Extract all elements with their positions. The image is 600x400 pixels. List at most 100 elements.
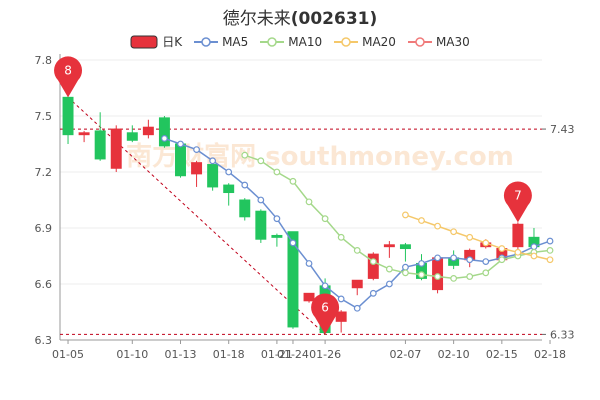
legend-label-ma30: MA30 <box>435 34 470 49</box>
candle-body <box>399 244 411 250</box>
x-tick-label: 01-26 <box>309 348 341 361</box>
ma10-point <box>369 258 377 266</box>
ma10-point <box>353 246 361 254</box>
candle <box>399 242 411 262</box>
ma5-point <box>257 196 265 204</box>
candle-body <box>207 164 219 188</box>
y-tick-label: 6.9 <box>35 222 53 235</box>
y-tick-label: 6.3 <box>35 334 53 347</box>
legend-label-ma10: MA10 <box>288 34 323 49</box>
candle <box>78 130 90 143</box>
candle <box>223 183 235 206</box>
candle-body <box>126 132 138 141</box>
ma20-point <box>434 222 441 230</box>
candle <box>367 252 379 281</box>
ma5-point <box>546 237 554 245</box>
ma5-point <box>161 134 168 142</box>
ma10-point <box>337 233 345 241</box>
ma10-point <box>466 273 474 280</box>
ma20-point <box>530 252 538 260</box>
candle <box>158 116 170 148</box>
ma5-point <box>241 181 249 189</box>
ma5-point <box>530 243 538 251</box>
candle <box>271 233 283 247</box>
ma5-point <box>337 295 345 303</box>
ma10-point <box>289 177 297 185</box>
y-tick-label: 7.2 <box>35 166 53 179</box>
x-tick-label: 01-13 <box>165 348 197 361</box>
candle-body <box>239 199 251 218</box>
ma5-point <box>225 168 233 176</box>
candle-body <box>367 253 379 279</box>
legend-item-ma10[interactable]: MA10 <box>260 35 322 49</box>
candle <box>142 119 154 139</box>
ma10-point <box>257 157 265 165</box>
ma20-point <box>402 211 409 219</box>
candle-body <box>110 128 122 169</box>
legend-label-ma5: MA5 <box>222 34 249 49</box>
legend-label-daily_k: 日K <box>162 35 183 49</box>
marker-label: 7 <box>514 188 522 202</box>
reference-label: 7.43 <box>550 123 575 136</box>
ma20-point <box>466 233 474 241</box>
chart-title: 德尔未来(002631) <box>0 4 600 29</box>
legend-item-ma30[interactable]: MA30 <box>407 34 470 49</box>
candle <box>239 198 251 221</box>
ma20-point <box>482 239 490 247</box>
candle-body <box>78 132 90 136</box>
ma20-point <box>498 245 506 252</box>
x-tick-label: 01-21 <box>261 348 293 361</box>
candle-body <box>287 231 299 328</box>
ma10-point <box>321 215 329 223</box>
ma10-point <box>482 269 490 277</box>
legend-swatch-ma5 <box>194 36 219 47</box>
ma5-point <box>305 260 313 267</box>
marker-label: 6 <box>321 300 329 314</box>
price-marker-pin: 8 <box>54 56 83 98</box>
y-tick-label: 7.8 <box>35 54 53 67</box>
ma10-point <box>418 271 425 279</box>
marker-pin-shape <box>311 293 340 335</box>
ma10-point <box>241 151 249 159</box>
ma5-point <box>418 260 425 267</box>
ma10-point <box>385 265 393 273</box>
ma10-line <box>244 154 551 280</box>
price-marker-pin: 6 <box>311 293 340 335</box>
candle <box>62 93 74 144</box>
x-tick-label: 01-24 <box>277 348 309 361</box>
reference-label: 6.33 <box>550 328 575 341</box>
candle <box>191 160 203 187</box>
stock-code: (002631) <box>290 9 378 29</box>
ma5-point <box>321 282 329 290</box>
ma5-point <box>482 258 490 266</box>
candle-body <box>62 96 74 136</box>
watermark: 南方财富网 southmoney.com <box>126 141 514 172</box>
candle-body <box>191 162 203 175</box>
ma20-point <box>546 256 554 264</box>
candle-body <box>94 130 106 160</box>
x-tick-label: 01-05 <box>52 348 84 361</box>
candle <box>110 125 122 172</box>
candle-body <box>512 223 524 248</box>
candle <box>207 160 219 191</box>
legend-item-daily_k[interactable]: 日K <box>130 33 182 50</box>
candle <box>335 310 347 333</box>
candle-body <box>175 143 186 177</box>
legend-item-ma5[interactable]: MA5 <box>194 35 248 49</box>
ma5-point <box>273 215 281 223</box>
candle-body <box>223 184 235 194</box>
ma5-point <box>385 280 393 288</box>
ma20-line <box>405 214 551 261</box>
candle <box>126 125 138 143</box>
candle-body <box>383 244 395 248</box>
candle <box>287 231 299 329</box>
x-tick-label: 02-15 <box>486 348 518 361</box>
candle <box>175 142 186 178</box>
legend-swatch-ma20 <box>334 36 359 47</box>
legend-item-ma20[interactable]: MA20 <box>334 35 396 49</box>
ma10-point <box>434 273 441 280</box>
ma5-point <box>369 289 377 297</box>
candle <box>303 292 315 303</box>
ma5-point <box>450 254 458 262</box>
